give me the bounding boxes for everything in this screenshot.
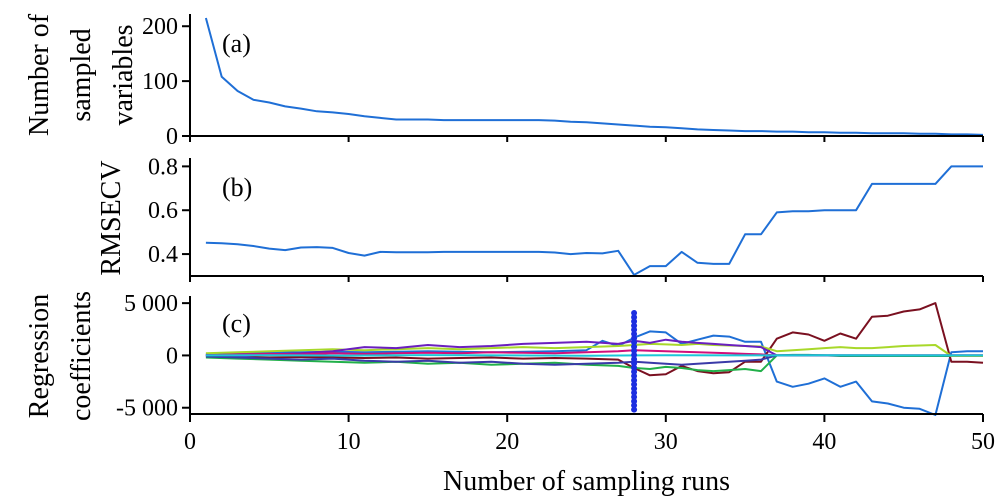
marker-dot xyxy=(631,314,638,321)
y-axis-title: RMSECV xyxy=(96,160,127,275)
series-line-1 xyxy=(205,330,983,416)
panel-label: (a) xyxy=(222,29,251,58)
marker-dot xyxy=(631,335,638,342)
y-tick-label: 0.8 xyxy=(148,154,178,180)
y-tick-label: 0 xyxy=(166,343,178,369)
marker-dot xyxy=(631,318,638,325)
marker-dot xyxy=(631,310,638,316)
y-tick-label: 0.6 xyxy=(148,198,178,224)
marker-dot xyxy=(631,381,638,388)
x-tick-label: 40 xyxy=(812,429,836,455)
y-axis-title: sampled xyxy=(66,28,97,121)
marker-dot xyxy=(631,339,638,346)
marker-dot xyxy=(631,385,638,392)
panel-a: 0 100 200 (a) Number of sampled variables xyxy=(24,13,984,150)
selected-run-marker xyxy=(631,310,638,413)
marker-dot xyxy=(631,402,638,409)
marker-dot xyxy=(631,356,638,363)
marker-dot xyxy=(631,322,638,329)
y-tick-label: 200 xyxy=(142,14,178,40)
series-line-8 xyxy=(205,354,983,357)
marker-dot xyxy=(631,343,638,350)
x-tick-label: 50 xyxy=(971,429,995,455)
marker-dot xyxy=(631,394,638,400)
series-group xyxy=(205,165,983,276)
panel-label: (b) xyxy=(222,173,252,202)
panel-b: 0.4 0.6 0.8 (b) RMSECV xyxy=(96,154,984,282)
marker-dot xyxy=(631,360,638,367)
y-tick-label: 0.4 xyxy=(148,242,178,268)
y-tick-label: -5 000 xyxy=(116,396,178,422)
y-axis-title: coefficients xyxy=(66,291,97,421)
marker-dot xyxy=(631,331,638,337)
x-tick-label: 0 xyxy=(184,429,196,455)
series-group xyxy=(204,17,984,136)
series-group xyxy=(205,302,984,416)
marker-dot xyxy=(631,364,638,371)
x-axis-title: Number of sampling runs xyxy=(443,466,730,497)
series-line-1 xyxy=(205,165,983,276)
marker-dot xyxy=(631,373,638,379)
marker-dot xyxy=(631,406,638,413)
marker-dot xyxy=(631,368,638,375)
marker-dot xyxy=(631,389,638,396)
marker-dot xyxy=(631,377,638,384)
x-tick-label: 20 xyxy=(495,429,519,455)
panel-label: (c) xyxy=(222,309,251,338)
y-axis-title: variables xyxy=(108,24,139,125)
y-tick-label: 100 xyxy=(142,69,178,95)
x-tick-label: 10 xyxy=(337,429,361,455)
y-axis-title: Number of xyxy=(24,13,55,136)
marker-dot xyxy=(631,398,638,405)
marker-dot xyxy=(631,352,638,358)
y-tick-label: 0 xyxy=(166,124,178,150)
y-tick-label: 5 000 xyxy=(124,291,178,317)
series-line-1 xyxy=(204,17,984,136)
y-axis-title: Regression xyxy=(24,294,55,418)
x-tick-label: 30 xyxy=(654,429,678,455)
marker-dot xyxy=(631,326,638,333)
marker-dot xyxy=(631,347,638,354)
